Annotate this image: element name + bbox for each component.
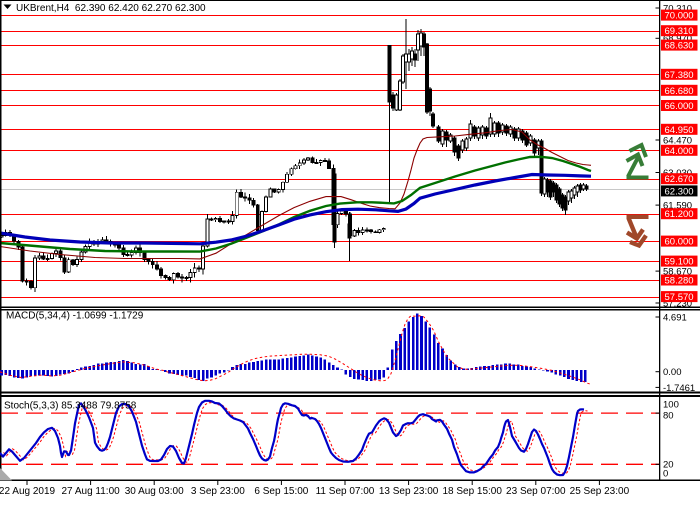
svg-text:3 Sep 23:00: 3 Sep 23:00 (191, 486, 245, 497)
svg-text:25 Sep 23:00: 25 Sep 23:00 (570, 486, 630, 497)
svg-text:100: 100 (663, 399, 679, 410)
svg-text:58.670: 58.670 (663, 267, 692, 278)
svg-text:62.670: 62.670 (665, 174, 694, 185)
svg-text:80: 80 (663, 410, 674, 421)
svg-text:11 Sep 07:00: 11 Sep 07:00 (316, 486, 375, 497)
svg-text:13 Sep 23:00: 13 Sep 23:00 (379, 486, 439, 497)
svg-text:4.691: 4.691 (663, 312, 687, 323)
svg-text:Stoch(5,3,3) 85.3488 79.8758: Stoch(5,3,3) 85.3488 79.8758 (4, 401, 137, 412)
svg-text:-1.7461: -1.7461 (663, 383, 695, 394)
svg-text:64.000: 64.000 (665, 146, 694, 157)
svg-text:62.300: 62.300 (665, 186, 694, 197)
svg-text:20: 20 (663, 459, 674, 470)
svg-text:68.970: 68.970 (663, 34, 692, 45)
svg-text:69.310: 69.310 (665, 26, 694, 37)
svg-text:64.470: 64.470 (663, 135, 692, 146)
svg-text:66.680: 66.680 (665, 86, 694, 97)
svg-text:70.310: 70.310 (663, 3, 692, 14)
svg-text:66.000: 66.000 (665, 101, 694, 112)
svg-text:57.230: 57.230 (663, 298, 692, 309)
svg-text:23 Sep 07:00: 23 Sep 07:00 (506, 486, 566, 497)
svg-text:64.950: 64.950 (665, 125, 694, 136)
svg-text:6 Sep 15:00: 6 Sep 15:00 (254, 486, 308, 497)
svg-text:27 Aug 11:00: 27 Aug 11:00 (61, 486, 120, 497)
svg-text:30 Aug 03:00: 30 Aug 03:00 (125, 486, 184, 497)
svg-text:59.100: 59.100 (665, 257, 694, 268)
svg-text:18 Sep 15:00: 18 Sep 15:00 (442, 486, 502, 497)
svg-text:67.380: 67.380 (665, 70, 694, 81)
svg-text:MACD(5,34,4) -1.0699 -1.1729: MACD(5,34,4) -1.0699 -1.1729 (6, 311, 144, 322)
svg-text:70.000: 70.000 (665, 11, 694, 22)
svg-text:58.280: 58.280 (665, 276, 694, 287)
svg-text:0: 0 (663, 468, 668, 479)
svg-text:60.000: 60.000 (665, 237, 694, 248)
svg-text:22 Aug 2019: 22 Aug 2019 (0, 486, 56, 497)
svg-text:57.570: 57.570 (665, 292, 694, 303)
svg-text:UKBrent,H4 62.390 62.420 62.2: UKBrent,H4 62.390 62.420 62.270 62.300 (16, 3, 206, 14)
svg-text:0.00: 0.00 (663, 367, 682, 378)
svg-text:61.590: 61.590 (663, 201, 692, 212)
svg-text:61.200: 61.200 (665, 209, 694, 220)
svg-text:68.630: 68.630 (665, 41, 694, 52)
